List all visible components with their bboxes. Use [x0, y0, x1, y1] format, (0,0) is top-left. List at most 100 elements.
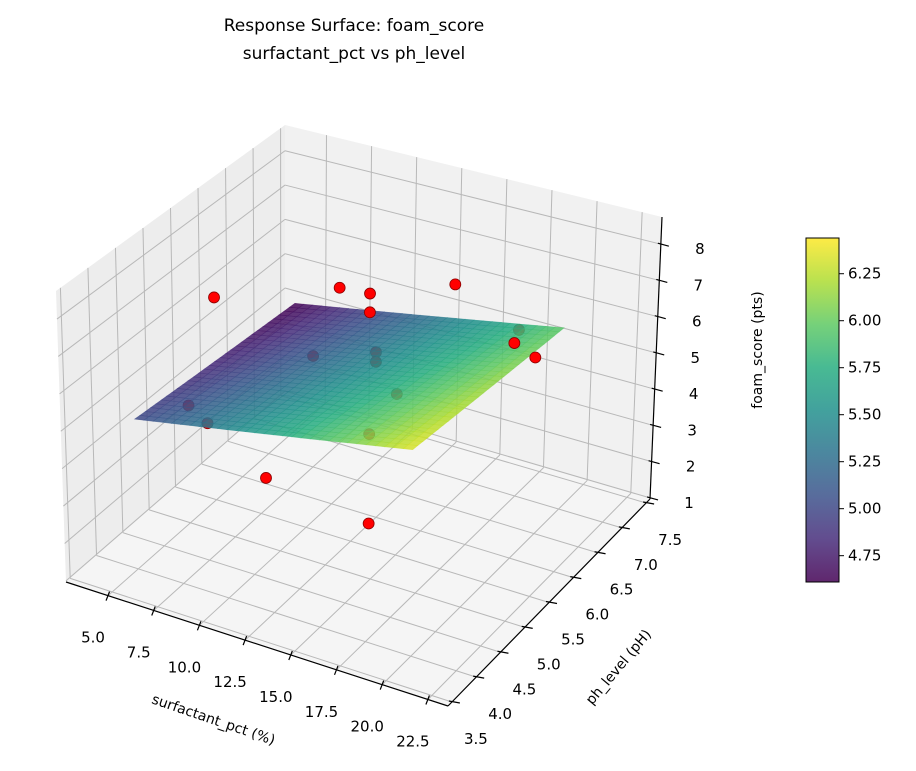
- data-point: [449, 278, 462, 291]
- left-wall-gridline-z: [61, 287, 286, 470]
- z-tick-label: 3: [687, 421, 697, 439]
- x-tick-mark: [333, 665, 339, 676]
- floor-gridline-y: [96, 555, 477, 678]
- y-tick-mark: [448, 700, 460, 704]
- surface-facet: [402, 444, 419, 451]
- data-point: [333, 281, 346, 294]
- floor-gridline-y: [175, 486, 550, 603]
- x-axis-label: surfactant_pct (%): [150, 692, 277, 749]
- z-tick-mark: [653, 351, 665, 356]
- y-tick-label: 3.5: [464, 730, 488, 748]
- y-tick-mark: [618, 526, 630, 530]
- z-tick-label: 4: [689, 385, 699, 403]
- data-point: [364, 287, 376, 300]
- colorbar-tick-label: 5.50: [848, 406, 881, 424]
- y-tick-mark: [643, 501, 655, 505]
- y-tick-label: 7.0: [634, 556, 658, 574]
- chart-title-line-2: surfactant_pct vs ph_level: [243, 44, 465, 64]
- y-axis-label: ph_level (pH): [583, 627, 655, 708]
- z-tick-mark: [648, 460, 660, 465]
- x-tick-label: 20.0: [350, 718, 383, 736]
- back-wall-gridline-x: [630, 212, 643, 494]
- colorbar-tick-label: 6.00: [848, 312, 881, 330]
- response-surface: [133, 302, 565, 451]
- data-point: [362, 517, 375, 530]
- y-tick-label: 4.5: [513, 680, 537, 698]
- z-axis-line: [649, 216, 663, 500]
- y-tick-mark: [521, 625, 533, 629]
- z-tick-mark: [657, 242, 670, 247]
- left-wall-gridline-z: [56, 150, 286, 320]
- z-tick-mark: [656, 278, 668, 284]
- data-point: [208, 291, 220, 304]
- x-tick-mark: [105, 591, 111, 601]
- colorbar-tick-label: 5.00: [848, 500, 881, 518]
- left-wall-pane: [56, 125, 285, 582]
- x-tick-label: 7.5: [127, 643, 151, 661]
- z-tick-label: 7: [694, 276, 704, 294]
- back-wall-gridline-z: [284, 150, 661, 245]
- y-tick-mark: [497, 650, 509, 654]
- x-axis-line: [65, 581, 449, 707]
- x-tick-label: 5.0: [81, 629, 105, 647]
- colorbar-tick-label: 5.75: [848, 359, 881, 377]
- x-tick-label: 12.5: [213, 673, 246, 691]
- data-point: [260, 472, 272, 484]
- colorbar-tick-label: 6.25: [848, 265, 881, 283]
- floor-pane: [66, 392, 650, 706]
- left-wall-gridline-y: [142, 227, 150, 510]
- y-tick-label: 5.5: [561, 631, 585, 649]
- colorbar-tick-label: 4.75: [848, 547, 881, 565]
- floor-gridline-y: [227, 440, 598, 554]
- z-tick-mark: [646, 496, 659, 501]
- z-tick-label: 6: [692, 313, 702, 331]
- x-tick-label: 17.5: [305, 703, 338, 721]
- back-wall-gridline-z: [284, 218, 658, 318]
- left-wall-gridline-y: [170, 207, 176, 488]
- left-wall-gridline-y: [87, 267, 98, 556]
- x-tick-mark: [425, 695, 430, 705]
- x-tick-mark: [196, 621, 202, 631]
- back-wall-gridline-x: [586, 201, 598, 481]
- x-tick-label: 22.5: [396, 732, 429, 750]
- data-point: [529, 351, 542, 364]
- data-point: [364, 306, 376, 319]
- y-tick-mark: [570, 576, 582, 580]
- floor-gridline-y: [70, 577, 453, 703]
- colorbar: 4.75 5.00 5.25 5.50 5.75 6.00 6.25: [805, 237, 881, 583]
- back-wall-gridline-z: [284, 184, 660, 281]
- y-tick-label: 5.0: [537, 655, 561, 673]
- x-tick-label: 15.0: [259, 688, 292, 706]
- y-tick-label: 6.5: [610, 581, 634, 599]
- z-tick-label: 1: [684, 494, 694, 512]
- x-tick-mark: [151, 606, 156, 616]
- y-tick-label: 4.0: [488, 705, 512, 723]
- z-tick-label: 2: [686, 458, 696, 476]
- left-wall-gridline-z: [57, 184, 286, 357]
- x-tick-mark: [242, 635, 248, 646]
- chart-title-line-1: Response Surface: foam_score: [224, 16, 485, 36]
- colorbar-gradient: [805, 237, 840, 583]
- tick-labels: 5.07.510.012.515.017.520.022.5 3.54.04.55…: [81, 240, 705, 750]
- floor-gridline-y: [149, 509, 525, 628]
- y-tick-label: 7.5: [658, 531, 682, 549]
- back-wall-gridline-z: [284, 253, 657, 354]
- left-wall-gridline-y: [59, 287, 71, 579]
- back-wall-gridline-x: [499, 179, 508, 455]
- scatter-points-front: [208, 278, 542, 484]
- z-tick-label: 8: [695, 240, 705, 258]
- x-tick-label: 10.0: [168, 658, 201, 676]
- left-wall-gridline-z: [59, 218, 286, 395]
- y-tick-mark: [545, 600, 558, 605]
- z-tick-label: 5: [690, 349, 700, 367]
- left-wall-gridline-y: [114, 247, 124, 533]
- z-tick-mark: [654, 315, 666, 320]
- x-tick-mark: [379, 680, 385, 690]
- axis-lines: [65, 216, 670, 707]
- floor-gridline-y: [122, 532, 501, 653]
- z-tick-mark: [649, 423, 662, 428]
- y-tick-label: 6.0: [585, 606, 609, 624]
- data-point: [508, 337, 521, 349]
- colorbar-tick-label: 5.25: [848, 453, 881, 471]
